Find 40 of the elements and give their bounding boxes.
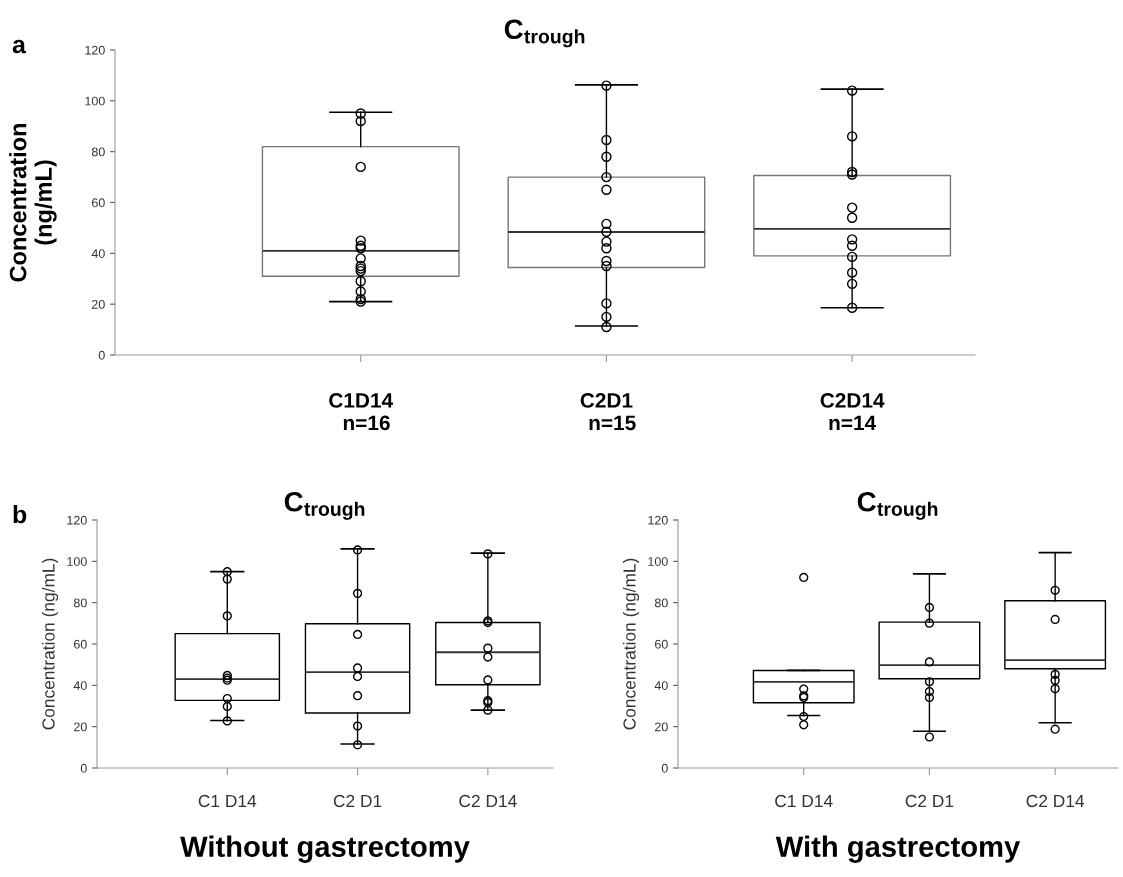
y-axis-title: Concentration (ng/mL)	[41, 558, 59, 730]
chart-title: C$_{trough}$	[284, 491, 365, 520]
text: b	[13, 505, 27, 524]
y-tick-label: 120	[67, 515, 87, 525]
text: a	[12, 39, 27, 54]
y-tick-label: 120	[85, 45, 105, 55]
y-tick-label: 80	[91, 147, 105, 157]
x-tick-label: C2 D1	[905, 794, 954, 808]
y-tick-label: 100	[648, 557, 668, 566]
y-axis-title: Concentration (ng/mL)	[9, 123, 57, 282]
y-tick-label: 80	[654, 598, 668, 608]
chart-title: C$_{trough}$	[504, 19, 585, 48]
y-tick-label: 60	[74, 639, 87, 649]
y-tick-label: 100	[85, 96, 105, 106]
x-axis-title: Without gastrectomy	[180, 835, 470, 863]
y-tick-label: 0	[98, 350, 105, 360]
chart-title: C$_{trough}$	[857, 491, 938, 520]
x-tick-label: C2 D1	[333, 794, 382, 808]
x-tick-label: C1 D14	[775, 794, 833, 808]
x-tick-label: C1 D14	[198, 794, 257, 808]
x-tick-label: C2D1 n=15	[580, 393, 636, 431]
y-tick-label: 20	[92, 299, 105, 309]
x-axis-title: With gastrectomy	[775, 835, 1021, 863]
x-tick-label: C1D14 n=16	[329, 393, 394, 431]
y-tick-label: 120	[648, 515, 668, 525]
y-tick-label: 40	[73, 681, 87, 690]
y-tick-label: 0	[80, 763, 87, 773]
x-tick-label: C2 D14	[1026, 794, 1085, 808]
x-tick-label: C2D14 n=14	[820, 393, 885, 431]
y-tick-label: 40	[91, 249, 105, 258]
y-tick-label: 60	[92, 198, 105, 208]
y-tick-label: 20	[655, 722, 668, 732]
y-axis-title: Concentration (ng/mL)	[622, 558, 640, 730]
x-tick-label: C2 D14	[459, 794, 517, 808]
y-tick-label: 100	[67, 557, 87, 566]
y-tick-label: 0	[661, 763, 668, 773]
y-tick-label: 80	[73, 598, 87, 608]
y-tick-label: 40	[654, 681, 668, 690]
y-tick-label: 60	[655, 639, 668, 649]
y-tick-label: 20	[74, 722, 87, 732]
